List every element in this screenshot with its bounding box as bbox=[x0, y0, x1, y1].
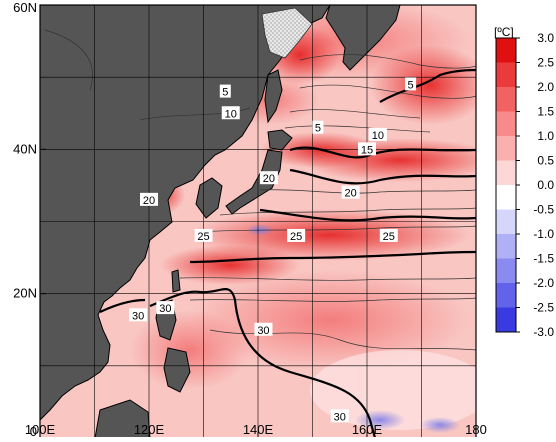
contour-label-box bbox=[219, 84, 231, 98]
colorbar-tick-label: -1.0 bbox=[533, 227, 554, 241]
contour-label-box bbox=[358, 142, 376, 156]
contour-labels: 5 5 5 10 10 15 20 20 20 25 25 25 30 30 30 30 bbox=[129, 77, 417, 423]
colorbar-tick-label: 1.5 bbox=[537, 105, 554, 119]
contour-label: 20 bbox=[143, 195, 155, 207]
sakhalin bbox=[264, 69, 283, 124]
contour-label: 10 bbox=[225, 108, 237, 120]
colorbar-tick-label: -2.5 bbox=[533, 301, 554, 315]
korea bbox=[195, 177, 223, 219]
colorbar-tick-label: 2.5 bbox=[537, 56, 554, 70]
contour-label: 20 bbox=[263, 173, 275, 185]
land-masses bbox=[40, 5, 401, 438]
colorbar-segment bbox=[496, 283, 516, 308]
colorbar-segment bbox=[496, 38, 516, 63]
contour-label-box bbox=[368, 127, 387, 141]
contour-label: 30 bbox=[132, 310, 144, 322]
contour-label: 20 bbox=[345, 188, 357, 200]
colorbar-segment bbox=[496, 234, 516, 259]
colorbar-tick-label: 2.0 bbox=[537, 80, 554, 94]
contour-label-box bbox=[129, 308, 148, 322]
colorbar-segment bbox=[496, 136, 516, 161]
colorbar-tick-label: -3.0 bbox=[533, 325, 554, 339]
contour-label: 10 bbox=[372, 130, 384, 142]
colorbar-tick-label: -1.5 bbox=[533, 252, 554, 266]
contour-label-box bbox=[379, 228, 398, 242]
graticule bbox=[40, 5, 476, 438]
colorbar-unit: [ºC] bbox=[494, 25, 514, 39]
sea-ice-region bbox=[261, 7, 313, 59]
contour-label: 25 bbox=[383, 231, 395, 243]
colorbar-tick-label: 0.5 bbox=[537, 154, 554, 168]
asia-continent bbox=[40, 5, 331, 421]
contour-label-box bbox=[221, 106, 240, 120]
colorbar-segment bbox=[496, 62, 516, 88]
contour-label: 30 bbox=[257, 325, 269, 337]
lon-tick-label: 120E bbox=[134, 422, 165, 437]
colorbar-tick-label: 1.0 bbox=[537, 129, 554, 143]
contour-label-box bbox=[287, 228, 306, 242]
contour-label: 30 bbox=[159, 303, 171, 315]
colorbar-segment bbox=[496, 185, 516, 210]
lon-tick-label: 180 bbox=[465, 422, 487, 437]
contour-label-box bbox=[341, 185, 360, 199]
contour-label: 25 bbox=[290, 231, 302, 243]
colorbar-segment bbox=[496, 307, 516, 333]
colorbar-tick-label: 3.0 bbox=[537, 31, 554, 45]
philippines-south bbox=[163, 347, 191, 393]
colorbar-segment bbox=[496, 258, 516, 284]
honshu bbox=[225, 149, 283, 215]
contour-label-box bbox=[156, 301, 175, 315]
anomaly-shading bbox=[130, 5, 476, 433]
colorbar-tick-label: -0.5 bbox=[533, 203, 554, 217]
map-plot-area bbox=[40, 5, 476, 438]
contour-label-box bbox=[330, 409, 349, 423]
contour-label: 5 bbox=[408, 79, 414, 91]
contour-label-box bbox=[405, 77, 417, 91]
colorbar: [ºC] 3.0 2.5 2.0 1.5 1.0 0.5 0.0 -0.5 -1.0 -1.5 -2… bbox=[494, 25, 554, 339]
hokkaido bbox=[267, 129, 293, 151]
lon-tick-label: 140E bbox=[243, 422, 274, 437]
lat-tick-label: 0 bbox=[30, 424, 37, 437]
contour-label-box bbox=[259, 171, 278, 185]
kamchatka bbox=[325, 5, 401, 71]
contour-label: 25 bbox=[197, 231, 209, 243]
contour-label-box bbox=[254, 322, 273, 336]
colorbar-segment bbox=[496, 87, 516, 112]
isotherm-contours bbox=[99, 68, 476, 438]
lat-tick-label: 40N bbox=[13, 141, 37, 156]
latitude-axis: 0 20N 40N 60N bbox=[13, 0, 46, 439]
colorbar-segment bbox=[496, 160, 516, 186]
taiwan bbox=[171, 269, 181, 293]
longitude-axis: 100E 120E 140E 160E 180 bbox=[25, 422, 487, 438]
contour-label-box bbox=[312, 120, 324, 134]
contour-label: 30 bbox=[334, 411, 346, 423]
lat-tick-label: 20N bbox=[13, 286, 37, 301]
colorbar-segment bbox=[496, 111, 516, 137]
lat-tick-label: 60N bbox=[13, 0, 37, 15]
contour-label-box bbox=[194, 228, 213, 242]
contour-label: 5 bbox=[222, 87, 228, 99]
contour-label: 15 bbox=[361, 144, 373, 156]
lon-tick-label: 160E bbox=[352, 422, 383, 437]
lon-tick-label: 100E bbox=[25, 422, 56, 437]
contour-label: 5 bbox=[315, 123, 321, 135]
contour-label-box bbox=[140, 192, 158, 206]
colorbar-tick-label: -2.0 bbox=[533, 276, 554, 290]
colorbar-tick-label: 0.0 bbox=[537, 178, 554, 192]
colorbar-segment bbox=[496, 209, 516, 235]
